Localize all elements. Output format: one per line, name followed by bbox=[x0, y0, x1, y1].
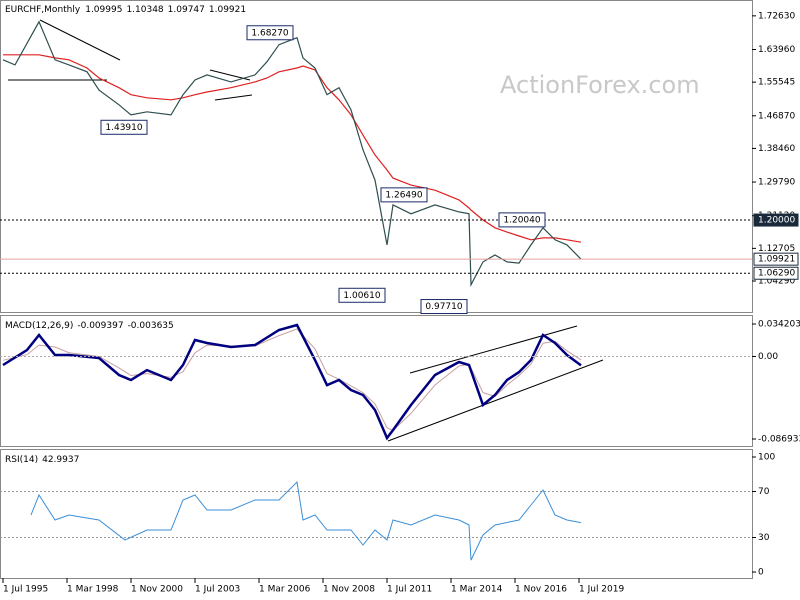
y-tick-label: 1.29790 bbox=[758, 178, 795, 188]
indicator-name: MACD(12,26,9) bbox=[5, 321, 73, 331]
annotation-label: 1.68270 bbox=[251, 28, 288, 38]
annotation-label: 1.43910 bbox=[105, 123, 142, 133]
annotation-label: 1.20040 bbox=[503, 215, 540, 225]
y-tick-label: 100 bbox=[758, 453, 775, 463]
y-tick-label: 1.46870 bbox=[758, 111, 795, 121]
y-tick-label: 1.63960 bbox=[758, 45, 795, 55]
last-price-label: 1.09921 bbox=[758, 255, 795, 265]
trend-line bbox=[387, 359, 604, 442]
series-line bbox=[2, 20, 582, 288]
ohlc-value: 1.09747 bbox=[168, 5, 205, 15]
y-tick-label: 1.72630 bbox=[758, 11, 795, 21]
last-price-box bbox=[753, 252, 799, 266]
x-tick-label: 1 Jul 1995 bbox=[3, 585, 48, 595]
ohlc-value: 1.09921 bbox=[209, 5, 246, 15]
y-tick-label: 1.04290 bbox=[758, 277, 795, 287]
symbol: EURCHF,Monthly bbox=[5, 5, 81, 15]
x-tick-label: 1 Mar 1998 bbox=[67, 585, 119, 595]
y-tick-label: 1.55545 bbox=[758, 78, 795, 88]
rsi-panel bbox=[0, 449, 753, 579]
level-label: 1.20000 bbox=[758, 216, 795, 226]
indicator-value: -0.009397 bbox=[77, 321, 123, 331]
rsi-header: RSI(14) 42.9937 bbox=[5, 455, 79, 465]
y-tick-label: 30 bbox=[758, 533, 770, 543]
watermark: ActionForex.com bbox=[500, 71, 700, 99]
series-line bbox=[2, 328, 582, 432]
macd-header: MACD(12,26,9) -0.009397 -0.003635 bbox=[5, 321, 174, 331]
y-tick-label: 1.12705 bbox=[758, 244, 795, 254]
trend-line bbox=[39, 19, 121, 61]
ohlc-value: 1.10348 bbox=[126, 5, 163, 15]
level-label-box bbox=[753, 213, 799, 227]
y-tick-label: 1.38460 bbox=[758, 144, 795, 154]
y-tick-label: 0 bbox=[758, 568, 764, 578]
price-panel bbox=[0, 0, 753, 313]
x-tick-label: 1 Jul 2011 bbox=[387, 585, 432, 595]
x-tick-label: 1 Mar 2006 bbox=[259, 585, 311, 595]
trend-line bbox=[214, 94, 253, 101]
level-label: 1.06290 bbox=[758, 269, 795, 279]
annotation-box bbox=[246, 25, 294, 41]
series-line bbox=[30, 480, 582, 561]
x-tick-label: 1 Jul 2019 bbox=[579, 585, 624, 595]
macd-panel bbox=[0, 315, 753, 447]
x-tick-label: 1 Mar 2014 bbox=[451, 585, 503, 595]
indicator-name: RSI(14) bbox=[5, 455, 38, 465]
annotation-box bbox=[420, 299, 468, 315]
y-tick-label: -0.086933 bbox=[758, 435, 800, 445]
y-tick-label: 0.00 bbox=[758, 352, 778, 362]
annotation-label: 1.26490 bbox=[385, 190, 422, 200]
annotation-label: 1.00610 bbox=[343, 291, 380, 301]
indicator-value: 42.9937 bbox=[42, 455, 79, 465]
y-tick-label: 70 bbox=[758, 487, 770, 497]
annotation-box bbox=[338, 287, 386, 303]
ohlc-value: 1.09995 bbox=[85, 5, 122, 15]
annotation-label: 0.97710 bbox=[425, 302, 462, 312]
x-tick-label: 1 Nov 2000 bbox=[131, 585, 183, 595]
price-header: EURCHF,Monthly 1.09995 1.10348 1.09747 1.099… bbox=[5, 5, 246, 15]
x-tick-label: 1 Nov 2008 bbox=[323, 585, 375, 595]
level-label-box bbox=[753, 266, 799, 280]
y-tick-label: 0.034203 bbox=[758, 320, 800, 330]
trend-line bbox=[409, 325, 578, 374]
series-line bbox=[3, 54, 582, 243]
annotation-box bbox=[380, 187, 428, 203]
indicator-value: -0.003635 bbox=[128, 321, 174, 331]
x-tick-label: 1 Jul 2003 bbox=[195, 585, 240, 595]
x-tick-label: 1 Nov 2016 bbox=[515, 585, 567, 595]
annotation-box bbox=[100, 119, 148, 135]
series-line bbox=[2, 323, 582, 441]
annotation-box bbox=[498, 212, 546, 228]
